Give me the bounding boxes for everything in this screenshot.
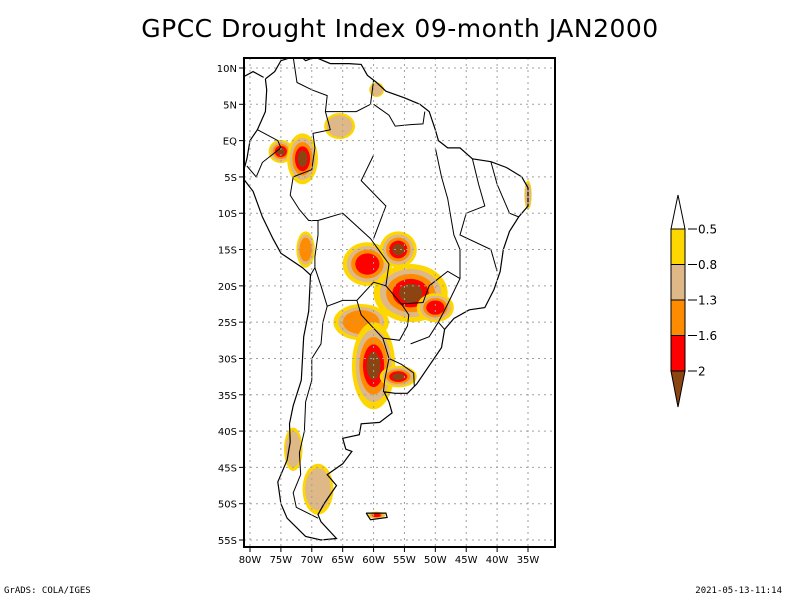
drought-region — [287, 133, 318, 185]
colorbar-top-triangle — [670, 194, 686, 230]
drought-region — [302, 463, 334, 515]
colorbar-label: 1.3 — [698, 294, 717, 308]
lon-tick-label: 50W — [424, 555, 447, 566]
country-border — [410, 321, 439, 345]
drought-region — [379, 231, 417, 268]
south-america-coastline — [244, 58, 529, 541]
chart-title: GPCC Drought Index 09-month JAN2000 — [141, 14, 659, 43]
lat-tick-label: 50S — [218, 500, 237, 511]
gridlines — [244, 58, 555, 547]
drought-level-4 — [355, 253, 380, 275]
lat-tick-label: 5N — [223, 100, 237, 111]
plot-border — [243, 57, 556, 548]
country-border — [360, 154, 387, 239]
country-border — [373, 103, 426, 127]
lon-tick-label: 70W — [300, 555, 323, 566]
country-border — [314, 212, 390, 307]
lat-tick-label: 55S — [218, 536, 237, 547]
colorbar-box — [670, 228, 686, 265]
falklands-coastline — [365, 512, 388, 521]
drought-level-4 — [372, 513, 381, 518]
timestamp: 2021-05-13-11:14 — [695, 586, 782, 596]
drought-level-5 — [297, 150, 308, 167]
lon-tick-label: 60W — [362, 555, 385, 566]
colorbar-label: 2 — [698, 365, 706, 379]
lon-tick-label: 35W — [517, 555, 540, 566]
country-border — [292, 306, 328, 519]
drought-level-5 — [392, 373, 405, 381]
lat-tick-label: 20S — [218, 282, 237, 293]
colorbar-box — [670, 264, 686, 301]
drought-region — [342, 242, 393, 286]
lat-tick-label: 45S — [218, 463, 237, 474]
country-border — [356, 285, 410, 341]
drought-region — [324, 113, 356, 140]
country-border — [325, 80, 375, 113]
lon-tick-label: 75W — [270, 555, 293, 566]
lat-tick-label: 15S — [218, 246, 237, 257]
colorbar-label: 1.6 — [698, 329, 717, 343]
colorbar-label: 0.8 — [698, 258, 717, 272]
drought-shading-layer — [268, 82, 532, 519]
colorbar-box — [670, 299, 686, 336]
drought-level-5 — [398, 283, 423, 303]
lat-tick-label: 35S — [218, 391, 237, 402]
colorbar-bottom-triangle — [670, 370, 686, 408]
country-border — [382, 337, 390, 392]
colorbar-label: 0.5 — [698, 223, 717, 237]
drought-level-2 — [370, 83, 383, 96]
drought-region — [283, 427, 303, 472]
lon-tick-label: 40W — [486, 555, 509, 566]
colorbar-legend: 0.5 0.8 1.3 1.6 2 — [670, 194, 717, 408]
country-border — [292, 58, 331, 178]
grads-credit: GrADS: COLA/IGES — [4, 586, 91, 596]
lat-tick-label: 30S — [218, 354, 237, 365]
lon-tick-label: 80W — [239, 555, 262, 566]
latitude-axis: 10N 5N EQ 5S 10S 15S 20S 25S 30S 35S 40S 45S 50S 55S — [217, 64, 244, 547]
lon-tick-label: 45W — [455, 555, 478, 566]
lat-tick-label: 5S — [224, 173, 237, 184]
drought-level-5 — [392, 243, 405, 256]
country-border — [246, 129, 282, 178]
drought-level-4 — [426, 300, 445, 315]
drought-region — [379, 365, 417, 388]
lon-tick-label: 55W — [393, 555, 416, 566]
lat-tick-label: 25S — [218, 318, 237, 329]
country-border — [459, 158, 498, 272]
drought-level-2 — [326, 115, 353, 137]
lat-tick-label: 10S — [218, 209, 237, 220]
lat-tick-label: EQ — [223, 137, 237, 148]
central-america-coastline — [244, 70, 264, 78]
country-border — [490, 161, 519, 218]
country-border — [401, 270, 461, 305]
drought-level-2 — [285, 431, 301, 468]
lat-tick-label: 10N — [217, 64, 237, 75]
longitude-axis: 80W 75W 70W 65W 60W 55W 50W 45W 40W 35W — [239, 547, 540, 566]
lon-tick-label: 65W — [331, 555, 354, 566]
lat-tick-label: 40S — [218, 427, 237, 438]
map-frame — [243, 57, 556, 548]
country-border — [388, 358, 415, 387]
colorbar-box — [670, 335, 686, 372]
